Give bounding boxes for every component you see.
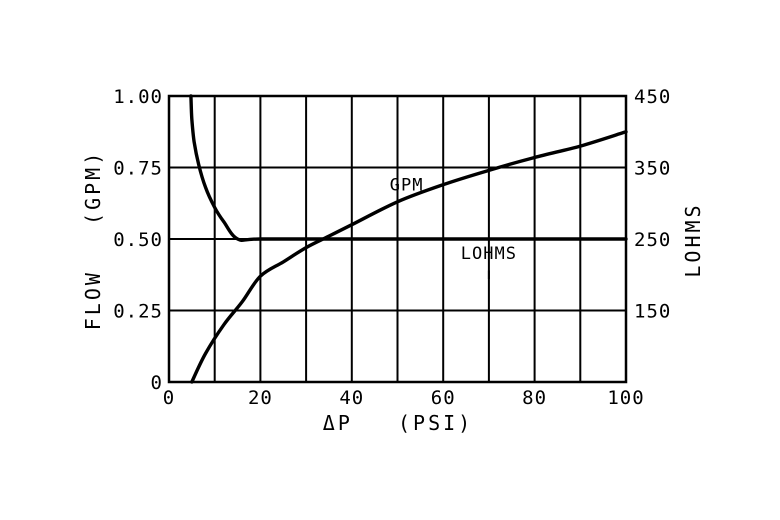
- left-axis-title: FLOW (GPM): [81, 150, 105, 331]
- curve-layer: [189, 94, 628, 384]
- left-tick-label: 0.50: [113, 229, 163, 251]
- left-tick-label: 1.00: [113, 86, 163, 108]
- right-axis-title: LOHMS: [681, 202, 705, 277]
- x-tick-label: 60: [431, 387, 456, 409]
- series-label-gpm: GPM: [390, 175, 424, 195]
- x-tick-label: 40: [339, 387, 364, 409]
- x-tick-label: 100: [607, 387, 644, 409]
- series-line-lohms: [189, 94, 628, 242]
- series-line-gpm: [190, 130, 628, 384]
- left-tick-label: 0.25: [113, 301, 163, 323]
- x-tick-label: 20: [248, 387, 273, 409]
- right-tick-label: 450: [634, 86, 671, 108]
- label-layer: 0 20 40 60 80 100 0 0.25 0.50 0.75 1.00 150 250 350 45…: [113, 86, 671, 409]
- right-tick-label: 350: [634, 158, 671, 180]
- right-tick-label: 150: [634, 301, 671, 323]
- x-axis-title: ΔP (PSI): [323, 411, 473, 435]
- x-tick-label: 0: [163, 387, 175, 409]
- series-label-lohms: LOHMS: [461, 244, 517, 264]
- left-tick-label: 0.75: [113, 158, 163, 180]
- right-tick-label: 250: [634, 229, 671, 251]
- x-tick-label: 80: [522, 387, 547, 409]
- left-tick-label: 0: [151, 372, 163, 394]
